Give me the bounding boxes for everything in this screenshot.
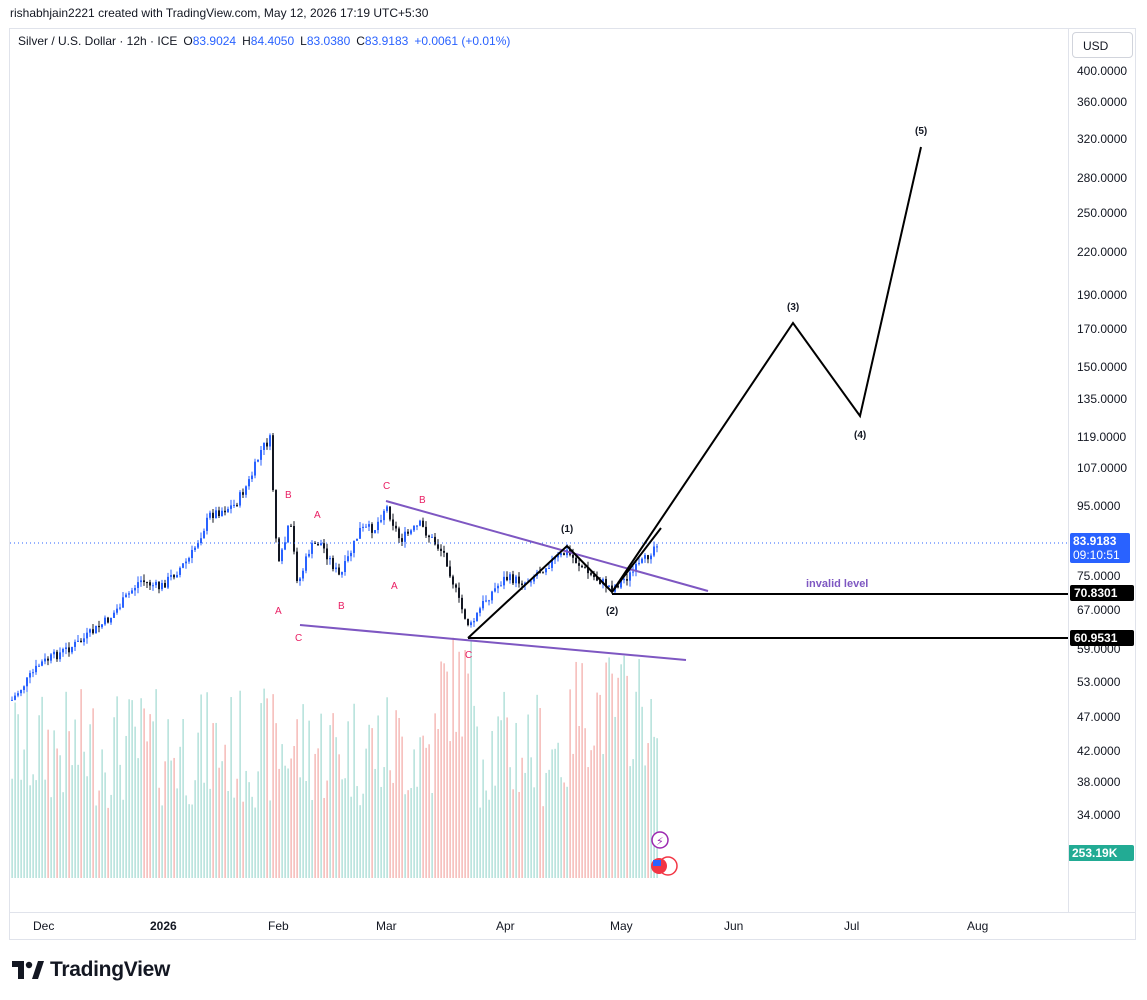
open-label: O: [183, 34, 193, 48]
price-axis-label: 280.0000: [1077, 171, 1128, 185]
price-axis-label: 67.0000: [1077, 603, 1121, 617]
tradingview-wordmark: TradingView: [50, 958, 171, 981]
price-axis-label: 360.0000: [1077, 95, 1128, 109]
price-axis-label: 170.0000: [1077, 322, 1128, 336]
support-level-tag: 60.9531: [1070, 630, 1134, 646]
low-value: 83.0380: [306, 34, 351, 48]
price-axis-label: 107.0000: [1077, 461, 1128, 475]
price-axis-label: 34.0000: [1077, 808, 1121, 822]
volume-tag: 253.19K: [1068, 845, 1134, 861]
last-price-tag: 83.9183 09:10:51: [1070, 533, 1130, 563]
invalid-level-tag: 70.8301: [1070, 585, 1134, 601]
time-label-may: May: [610, 919, 633, 933]
price-axis-divider: [1068, 29, 1069, 912]
last-price-value: 83.9183: [1073, 534, 1117, 548]
time-label-mar: Mar: [376, 919, 397, 933]
price-axis-label: 53.0000: [1077, 675, 1121, 689]
price-axis-label: 190.0000: [1077, 288, 1128, 302]
price-axis-label: 250.0000: [1077, 206, 1128, 220]
price-axis-label: 400.0000: [1077, 64, 1128, 78]
time-label-dec: Dec: [33, 919, 55, 933]
low-label: L: [300, 34, 307, 48]
time-label-feb: Feb: [268, 919, 289, 933]
symbol-legend[interactable]: Silver / U.S. Dollar · 12h · ICE O 83.902…: [18, 34, 510, 48]
time-label-apr: Apr: [496, 919, 515, 933]
bar-countdown: 09:10:51: [1073, 548, 1120, 562]
price-axis-label: 38.0000: [1077, 775, 1121, 789]
tradingview-logo[interactable]: TradingView: [12, 958, 170, 982]
high-value: 84.4050: [250, 34, 295, 48]
time-label-jun: Jun: [724, 919, 744, 933]
price-axis-label: 42.0000: [1077, 744, 1121, 758]
time-label-2026: 2026: [150, 919, 177, 933]
tradingview-logo-icon: [12, 961, 44, 979]
price-axis-label: 135.0000: [1077, 392, 1128, 406]
close-value: 83.9183: [364, 34, 409, 48]
close-label: C: [356, 34, 365, 48]
price-axis-label: 320.0000: [1077, 132, 1128, 146]
high-label: H: [242, 34, 251, 48]
price-axis-label: 75.0000: [1077, 569, 1121, 583]
change-value: +0.0061 (+0.01%): [414, 34, 511, 48]
currency-button[interactable]: USD: [1072, 32, 1133, 58]
chart-frame: [9, 28, 1136, 940]
price-axis-label: 150.0000: [1077, 360, 1128, 374]
price-axis-label: 95.0000: [1077, 499, 1121, 513]
open-value: 83.9024: [192, 34, 237, 48]
symbol-name[interactable]: Silver / U.S. Dollar · 12h · ICE: [18, 34, 178, 48]
time-label-jul: Jul: [844, 919, 860, 933]
price-axis-label: 47.0000: [1077, 710, 1121, 724]
time-label-aug: Aug: [967, 919, 989, 933]
price-axis-label: 220.0000: [1077, 245, 1128, 259]
price-axis-label: 119.0000: [1077, 430, 1127, 444]
time-axis-divider: [10, 912, 1136, 913]
chart-author-caption: rishabhjain2221 created with TradingView…: [10, 6, 429, 20]
